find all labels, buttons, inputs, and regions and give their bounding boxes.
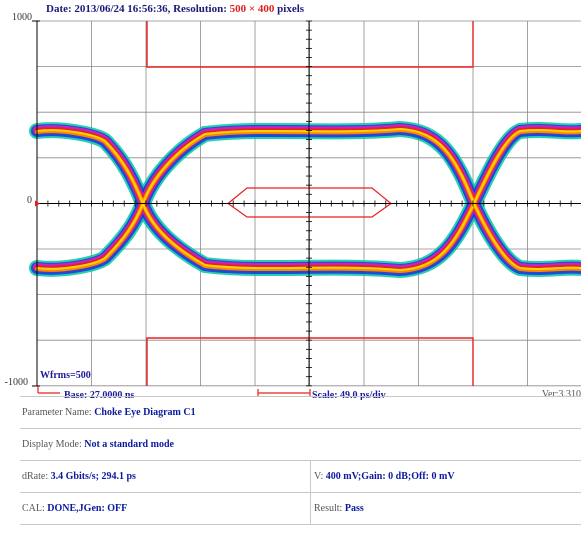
result-label: Result: xyxy=(314,503,343,514)
parameter-name-cell: Parameter Name: Choke Eye Diagram C1 xyxy=(22,397,196,428)
cal-value: DONE,JGen: OFF xyxy=(47,503,128,514)
header-resolution: 500 × 400 xyxy=(229,3,275,15)
base-time-label: Base: 27.0000 ns xyxy=(64,390,134,400)
voltage-label: V: xyxy=(314,471,324,482)
rate-row-divider xyxy=(310,461,311,492)
drate-cell: dRate: 3.4 Gbits/s; 294.1 ps xyxy=(22,461,136,492)
voltage-cell: V: 400 mV;Gain: 0 dB;Off: 0 mV xyxy=(314,461,455,492)
parameter-name-row: Parameter Name: Choke Eye Diagram C1 xyxy=(20,396,581,428)
y-axis-top-label: 1000 xyxy=(12,12,32,23)
cal-label: CAL: xyxy=(22,503,45,514)
cal-cell: CAL: DONE,JGen: OFF xyxy=(22,493,127,524)
header-info: Date: 2013/06/24 16:56:36, Resolution: 5… xyxy=(46,3,304,15)
cal-row-divider xyxy=(310,493,311,524)
y-axis-mid-label: 0 xyxy=(27,195,32,206)
drate-value: 3.4 Gbits/s; 294.1 ps xyxy=(50,471,136,482)
result-value: Pass xyxy=(344,503,364,514)
y-axis-bottom-label: -1000 xyxy=(4,377,28,388)
eye-trace xyxy=(36,129,581,272)
cal-row: CAL: DONE,JGen: OFF Result: Pass xyxy=(20,492,581,525)
result-cell: Result: Pass xyxy=(314,493,364,524)
header-suffix: pixels xyxy=(274,3,305,15)
display-mode-value: Not a standard mode xyxy=(84,439,174,450)
version-label: Ver:3.310 xyxy=(542,389,581,400)
waveform-count-label: Wfrms=500 xyxy=(40,370,91,381)
header-prefix: Date: 2013/06/24 16:56:36, Resolution: xyxy=(46,3,230,15)
voltage-value: 400 mV;Gain: 0 dB;Off: 0 mV xyxy=(325,471,455,482)
parameter-panel: Parameter Name: Choke Eye Diagram C1 Dis… xyxy=(20,396,581,555)
scope-axes xyxy=(32,20,581,387)
eye-diagram-scope: Wfrms=500 Base: 27.0000 ns Scale: 49.0 p… xyxy=(29,20,581,400)
bottom-mask xyxy=(146,337,474,386)
drate-label: dRate: xyxy=(22,471,49,482)
display-mode-row: Display Mode: Not a standard mode xyxy=(20,428,581,460)
display-mode-label: Display Mode: xyxy=(22,439,82,450)
zero-marker-icon xyxy=(35,200,40,207)
scale-label: Scale: 49.0 ps/div xyxy=(312,390,386,400)
parameter-name-value: Choke Eye Diagram C1 xyxy=(94,407,196,418)
base-scale-markers xyxy=(37,385,311,397)
eye-trace xyxy=(36,127,581,270)
display-mode-cell: Display Mode: Not a standard mode xyxy=(22,429,174,460)
parameter-name-label: Parameter Name: xyxy=(22,407,92,418)
rate-row: dRate: 3.4 Gbits/s; 294.1 ps V: 400 mV;G… xyxy=(20,460,581,492)
